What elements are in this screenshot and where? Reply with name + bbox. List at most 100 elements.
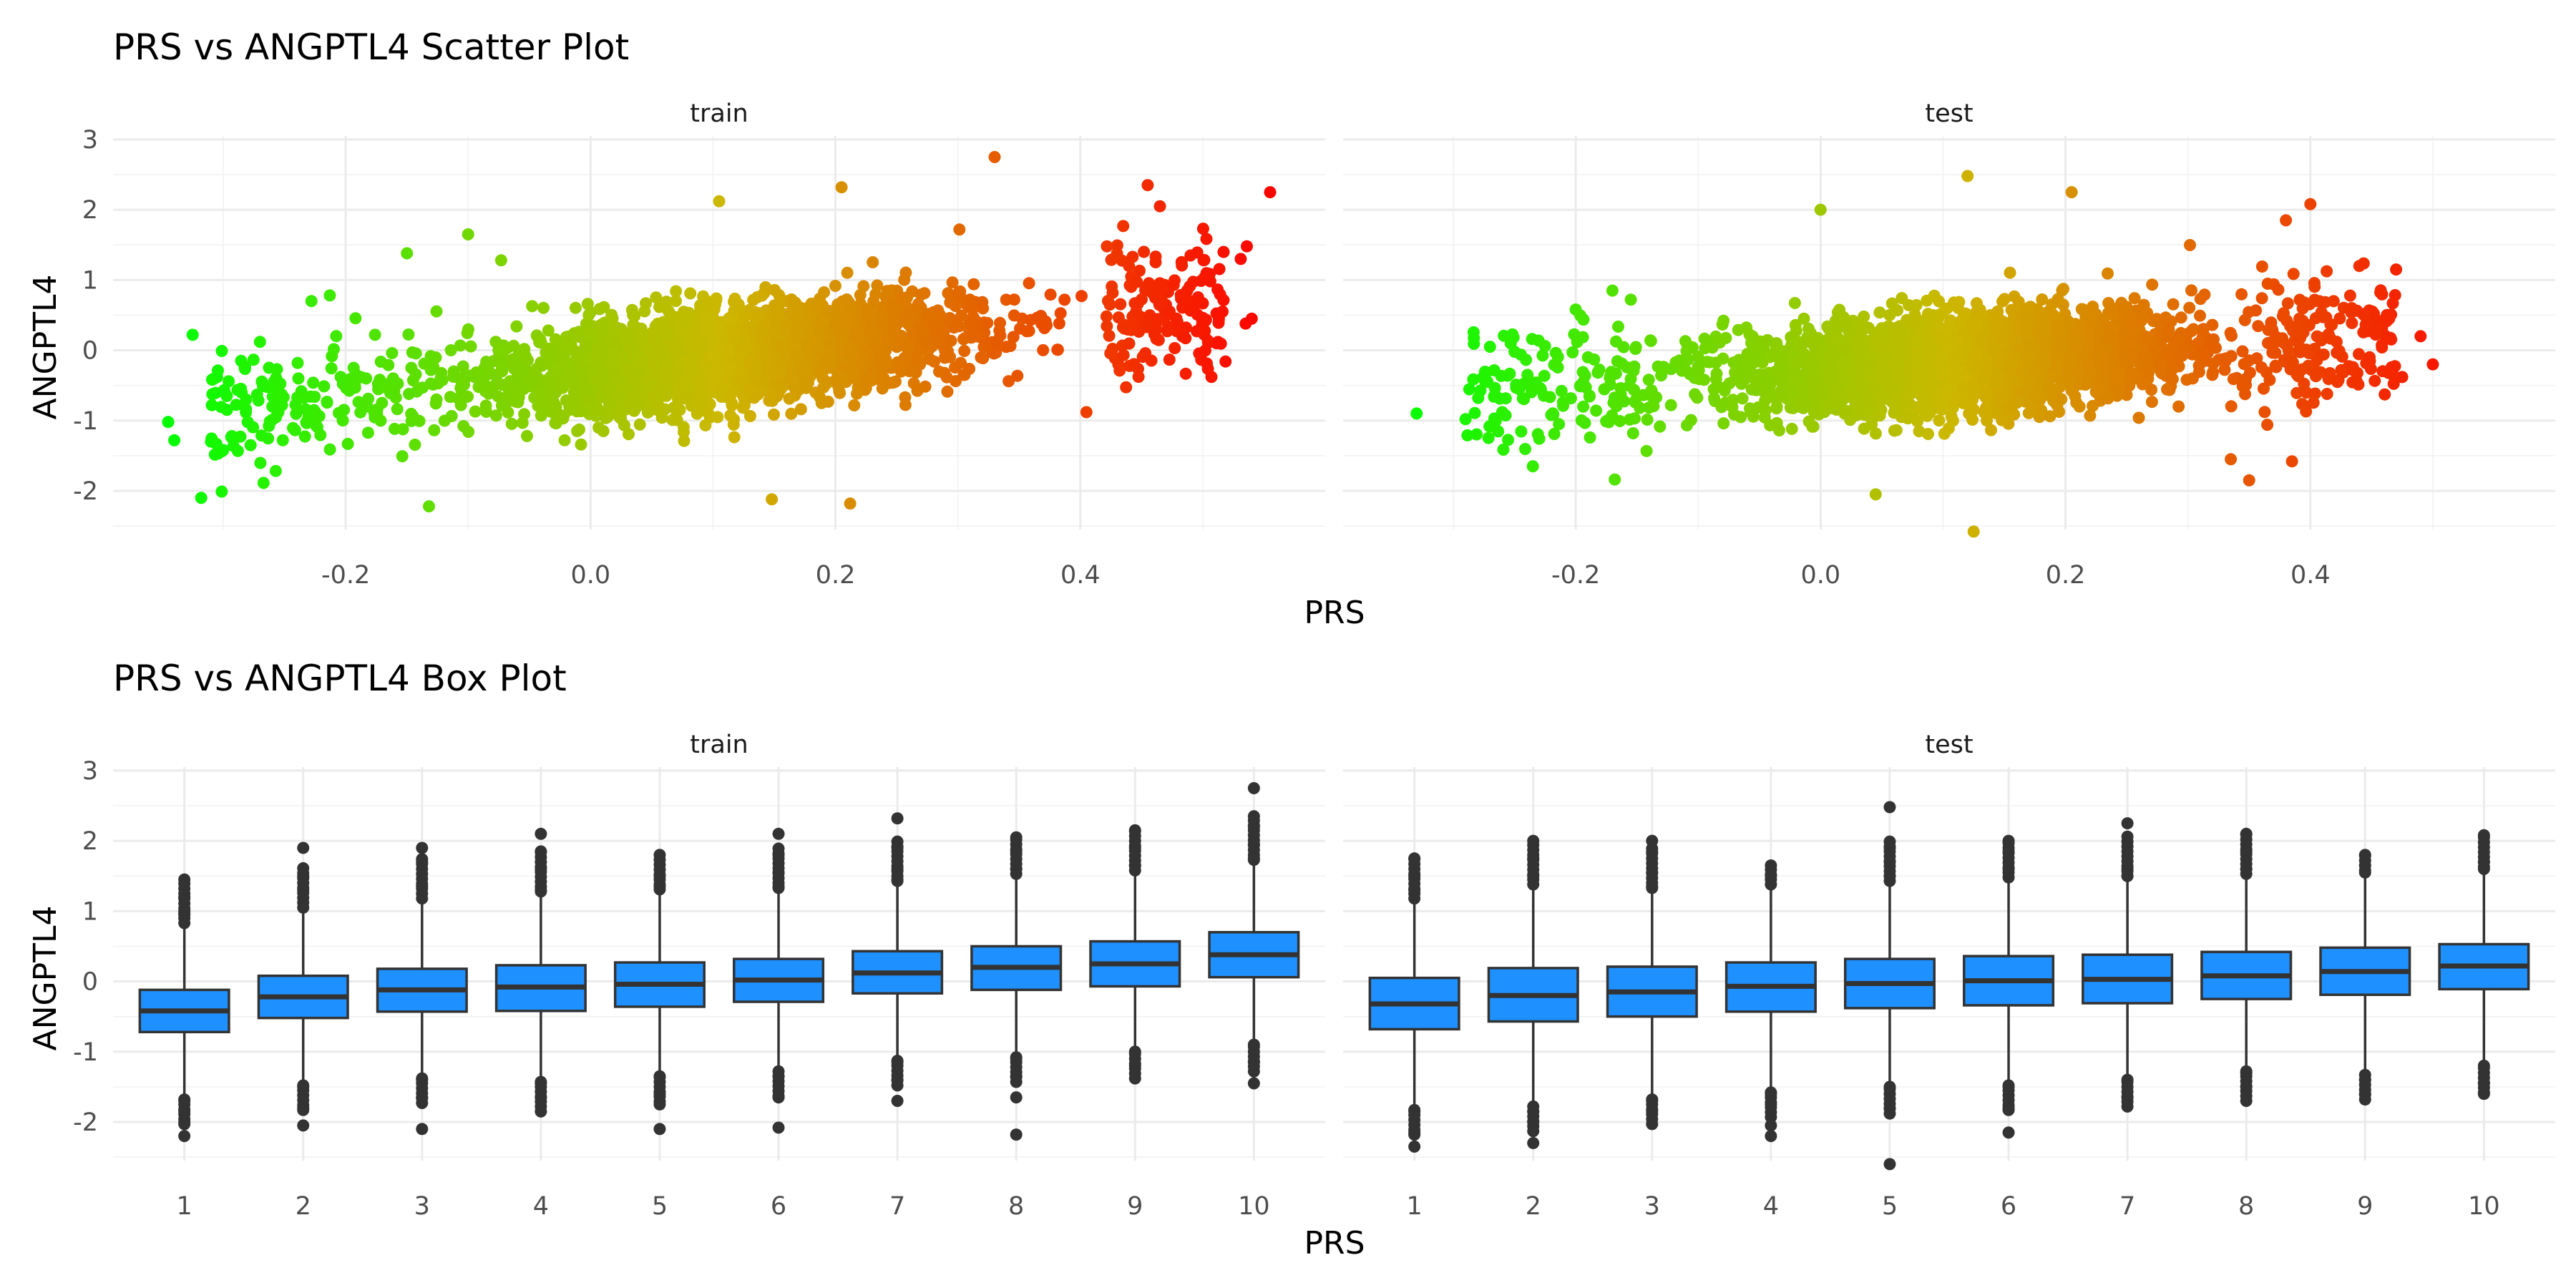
scatter-point: [2185, 284, 2197, 297]
scatter-point: [899, 391, 912, 404]
scatter-point: [2175, 311, 2187, 324]
scatter-point: [957, 369, 970, 381]
scatter-point: [825, 336, 838, 349]
scatter-point: [944, 351, 957, 364]
scatter-point: [602, 396, 615, 409]
scatter-point: [1008, 293, 1020, 306]
scatter-point: [724, 409, 737, 421]
scatter-point: [861, 372, 874, 385]
scatter-point: [912, 353, 924, 366]
scatter-point: [723, 362, 736, 375]
scatter-point: [244, 439, 257, 452]
scatter-point: [1120, 381, 1133, 394]
scatter-point: [215, 345, 228, 357]
scatter-point: [291, 356, 304, 369]
scatter-point: [516, 416, 529, 429]
scatter-point: [292, 372, 305, 385]
scatter-point: [727, 418, 740, 431]
scatter-point: [865, 326, 878, 338]
scatter-point: [494, 345, 507, 358]
scatter-point: [902, 318, 914, 331]
scatter-point: [678, 434, 691, 447]
scatter-point: [1717, 381, 1729, 394]
scatter-point: [428, 424, 441, 436]
scatter-strip-train: train: [690, 99, 748, 128]
scatter-point: [2220, 352, 2233, 365]
scatter-point: [817, 314, 830, 327]
scatter-point: [914, 321, 927, 334]
scatter-point: [821, 395, 834, 408]
scatter-point: [361, 426, 374, 439]
scatter-point: [557, 353, 570, 366]
scatter-point: [313, 410, 326, 422]
scatter-point: [743, 384, 756, 396]
scatter-point: [1933, 295, 1946, 308]
scatter-point: [1117, 220, 1130, 233]
scatter-point: [737, 345, 750, 357]
scatter-point: [577, 363, 590, 376]
scatter-point: [863, 307, 876, 320]
scatter-point: [573, 347, 586, 360]
scatter-point: [1114, 298, 1127, 311]
scatter-point: [675, 316, 688, 329]
scatter-point: [1217, 245, 1230, 258]
scatter-point: [728, 328, 741, 341]
scatter-point: [791, 311, 804, 323]
scatter-point: [2005, 303, 2018, 316]
scatter-point: [1011, 369, 1024, 382]
scatter-point: [2004, 266, 2016, 279]
scatter-point: [1023, 325, 1035, 337]
scatter-point: [653, 342, 666, 355]
scatter-point: [670, 341, 683, 353]
scatter-point: [899, 266, 912, 279]
scatter-point: [541, 354, 554, 366]
scatter-point: [789, 296, 801, 309]
scatter-point: [564, 399, 577, 412]
scatter-point: [547, 396, 560, 409]
scatter-point: [902, 307, 914, 320]
scatter-point: [648, 356, 661, 369]
scatter-point: [1131, 275, 1143, 288]
scatter-point: [494, 254, 507, 267]
scatter-point: [1214, 337, 1227, 350]
scatter-point: [892, 356, 904, 369]
scatter-point: [225, 431, 238, 444]
scatter-point: [409, 368, 422, 381]
scatter-point: [530, 363, 543, 376]
scatter-point: [247, 353, 260, 366]
scatter-point: [940, 371, 953, 384]
scatter-point: [715, 384, 728, 397]
scatter-point: [354, 406, 367, 419]
scatter-point: [684, 287, 697, 300]
scatter-point: [396, 450, 409, 463]
scatter-point: [673, 404, 686, 416]
scatter-point: [1153, 200, 1166, 213]
scatter-point: [2183, 301, 2196, 314]
scatter-point: [779, 318, 792, 331]
scatter-point: [1214, 288, 1226, 301]
scatter-point: [2198, 288, 2211, 301]
scatter-point: [573, 423, 585, 436]
scatter-point: [424, 377, 437, 390]
scatter-point: [195, 492, 208, 504]
scatter-point: [223, 375, 235, 388]
scatter-point: [952, 320, 965, 333]
scatter-point: [1732, 323, 1745, 336]
scatter-point: [447, 371, 460, 383]
scatter-point: [2166, 373, 2179, 386]
scatter-point: [545, 376, 558, 389]
scatter-point: [1717, 314, 1730, 327]
scatter-point: [696, 375, 709, 387]
scatter-point: [568, 379, 581, 392]
scatter-point: [817, 381, 830, 394]
scatter-point: [1030, 311, 1043, 324]
scatter-point: [276, 434, 289, 447]
scatter-point: [406, 346, 419, 358]
scatter-point: [241, 416, 254, 429]
scatter-point: [575, 405, 587, 418]
scatter-point: [1170, 312, 1183, 325]
scatter-point: [263, 361, 275, 374]
scatter-point: [851, 387, 863, 400]
scatter-point: [1138, 245, 1151, 258]
scatter-point: [444, 391, 457, 404]
